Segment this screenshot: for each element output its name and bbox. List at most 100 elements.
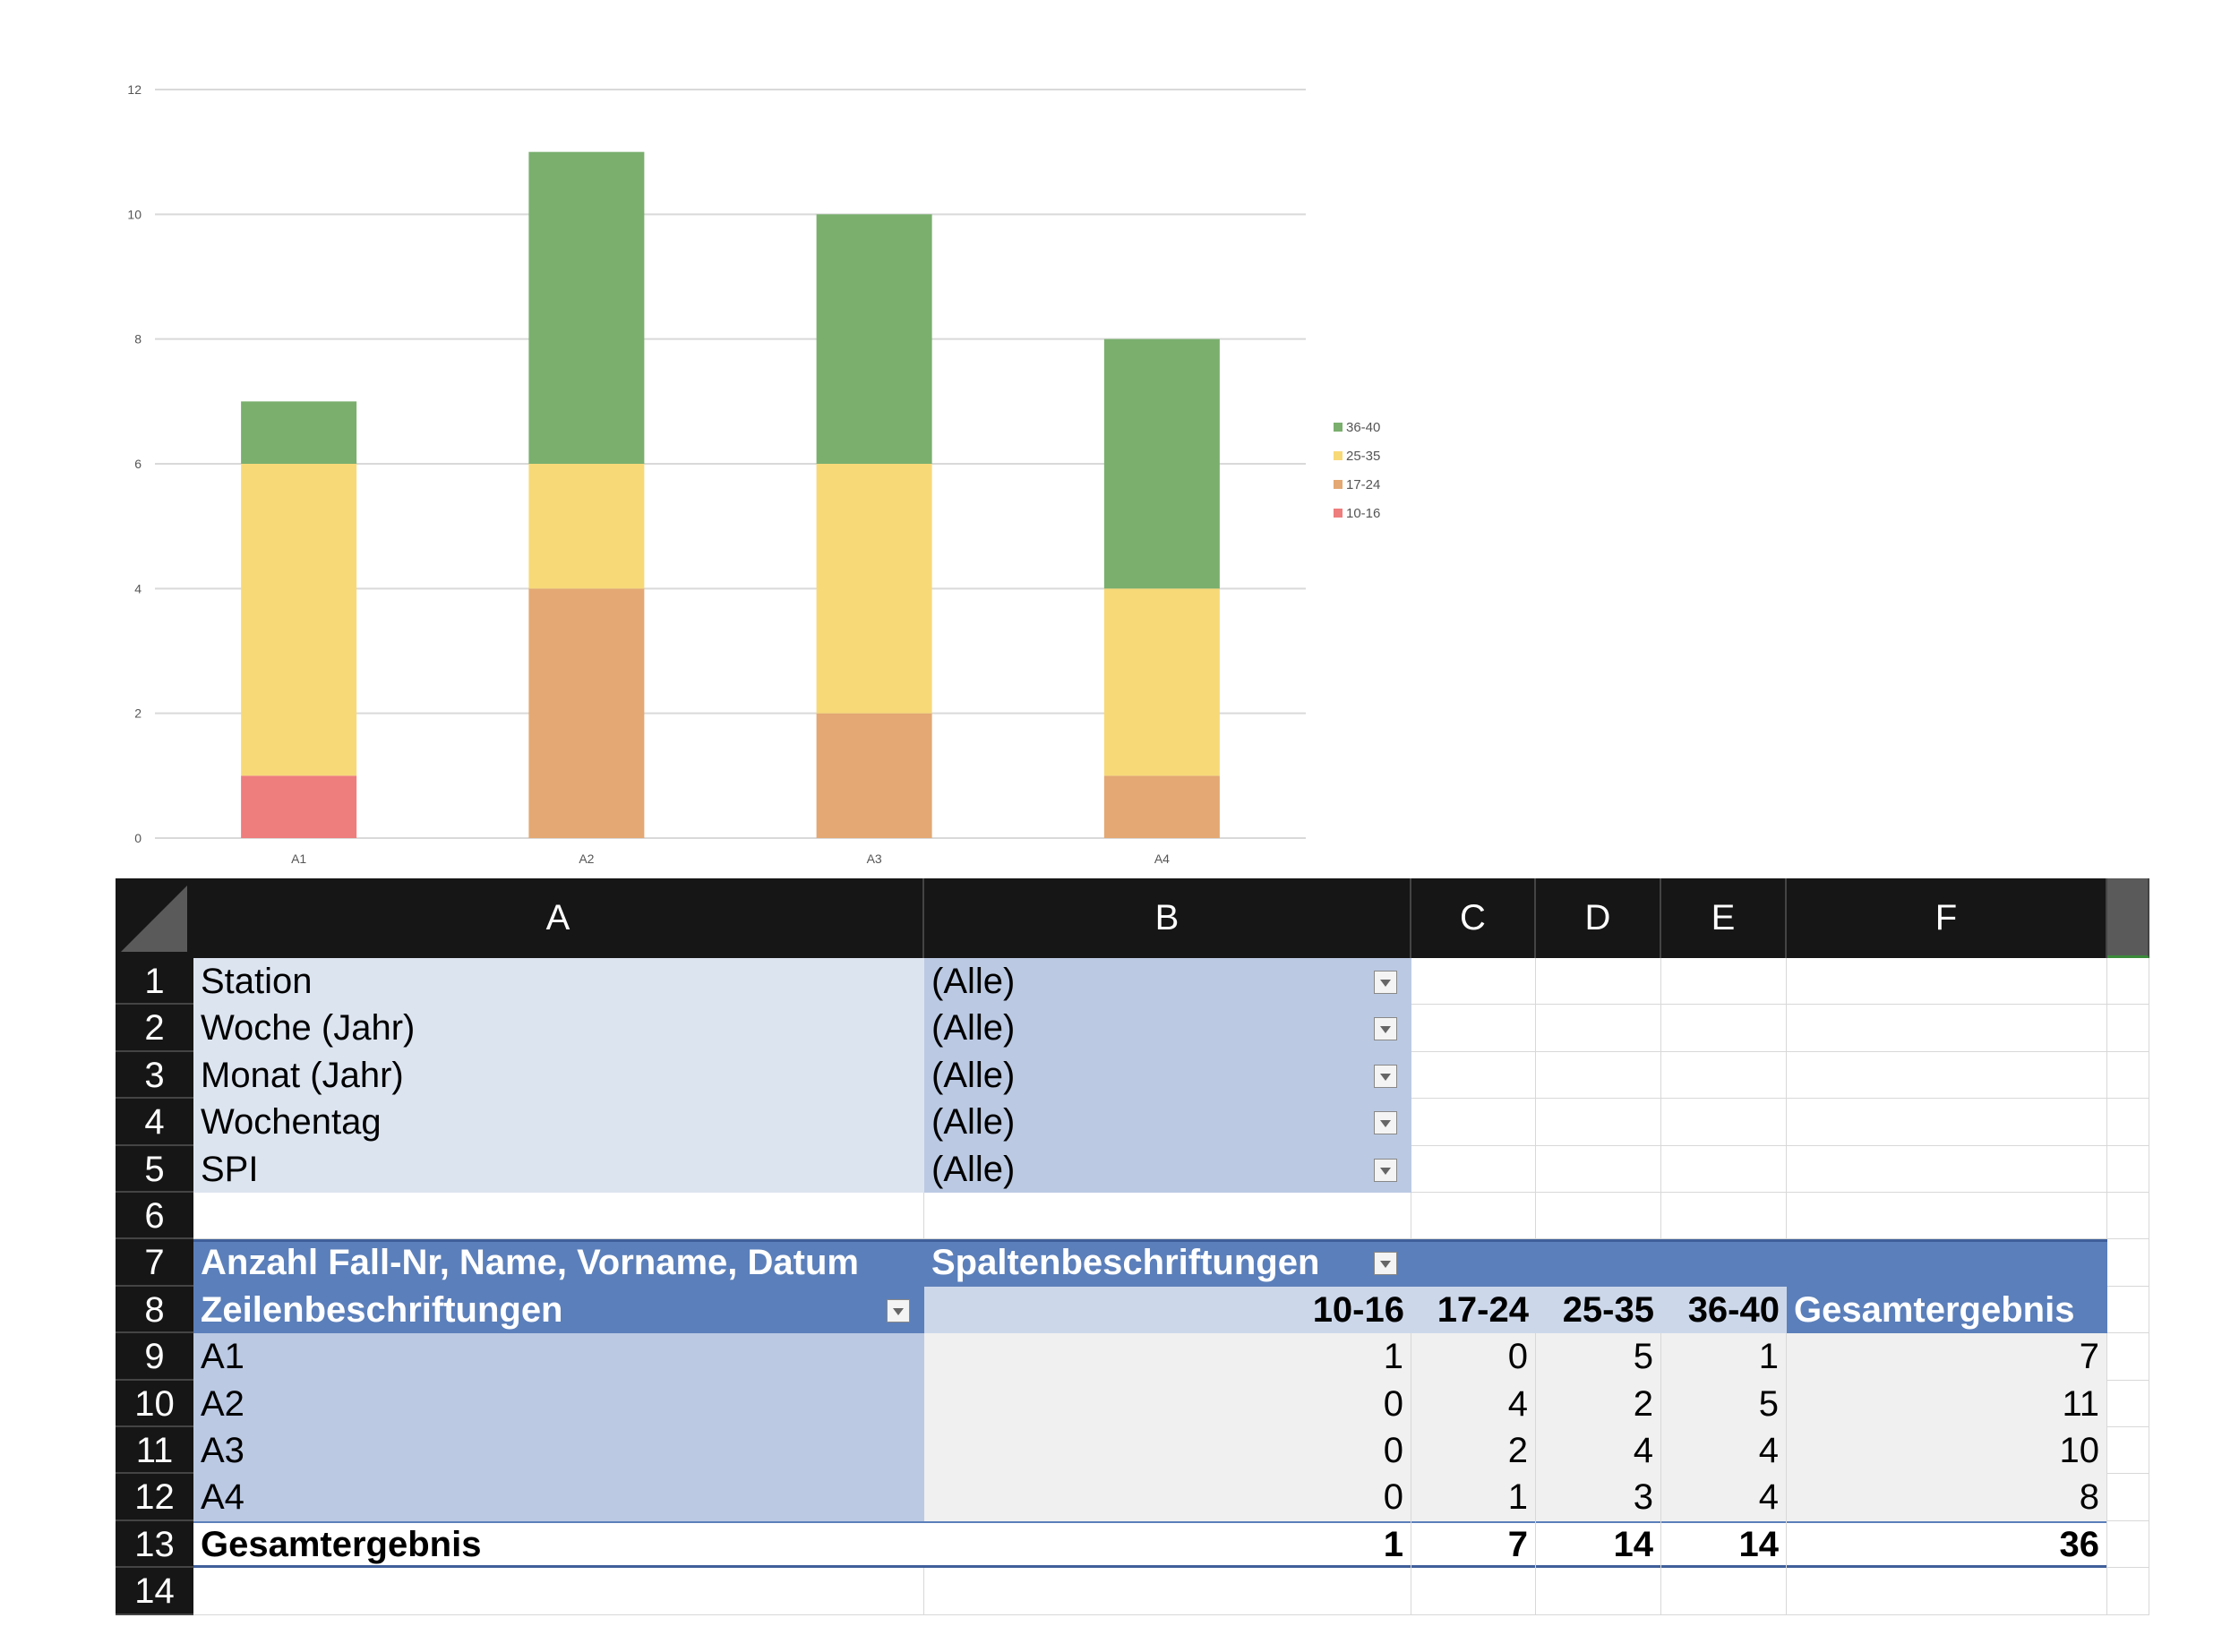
grid-cell[interactable] xyxy=(2107,1099,2149,1146)
column-header-A[interactable]: A xyxy=(193,878,924,958)
grid-cell[interactable] xyxy=(2107,1427,2149,1475)
pivot-value-cell[interactable]: 7 xyxy=(1787,1333,2107,1381)
row-header-3[interactable]: 3 xyxy=(116,1051,193,1100)
row-header-7[interactable]: 7 xyxy=(116,1239,193,1287)
pivot-value-cell[interactable]: 10 xyxy=(1787,1427,2107,1475)
grid-cell[interactable] xyxy=(1536,1568,1661,1615)
column-header-D[interactable]: D xyxy=(1536,878,1661,958)
grid-cell[interactable] xyxy=(1787,1568,2107,1615)
pivot-value-cell[interactable]: 4 xyxy=(1661,1474,1787,1521)
grid-cell[interactable] xyxy=(1661,1193,1787,1240)
pivot-value-cell[interactable]: 4 xyxy=(1411,1380,1536,1427)
grid-cell[interactable] xyxy=(924,1568,1411,1615)
row-header-8[interactable]: 8 xyxy=(116,1286,193,1334)
grid-cell[interactable] xyxy=(1661,1145,1787,1193)
grid-cell[interactable] xyxy=(2107,1474,2149,1521)
row-header-5[interactable]: 5 xyxy=(116,1145,193,1193)
grid-cell[interactable] xyxy=(2107,1239,2149,1287)
grid-cell[interactable] xyxy=(1411,1568,1536,1615)
grand-total-cell[interactable]: 1 xyxy=(924,1520,1411,1569)
filter-dropdown-button[interactable] xyxy=(1374,1158,1397,1182)
grid-cell[interactable] xyxy=(1787,1193,2107,1240)
grid-cell[interactable] xyxy=(1411,1005,1536,1052)
pivot-value-cell[interactable]: 0 xyxy=(924,1380,1411,1427)
grid-cell[interactable] xyxy=(2107,1193,2149,1240)
pivot-value-cell[interactable]: 1 xyxy=(1661,1333,1787,1381)
grid-cell[interactable] xyxy=(1787,1005,2107,1052)
pivot-value-cell[interactable]: 1 xyxy=(924,1333,1411,1381)
grid-cell[interactable] xyxy=(1411,1193,1536,1240)
grid-cell[interactable] xyxy=(1787,1099,2107,1146)
pivot-value-cell[interactable]: 0 xyxy=(924,1427,1411,1475)
pivot-value-cell[interactable]: 5 xyxy=(1536,1333,1661,1381)
filter-value[interactable]: (Alle) xyxy=(931,1102,1016,1143)
grid-cell[interactable] xyxy=(1661,1005,1787,1052)
row-header-1[interactable]: 1 xyxy=(116,958,193,1006)
row-header-14[interactable]: 14 xyxy=(116,1568,193,1615)
column-header-B[interactable]: B xyxy=(924,878,1411,958)
grid-cell[interactable] xyxy=(1411,1051,1536,1100)
grid-cell[interactable] xyxy=(1661,958,1787,1006)
row-header-4[interactable]: 4 xyxy=(116,1099,193,1146)
select-all-corner[interactable] xyxy=(116,878,193,958)
grid-cell[interactable] xyxy=(1661,1568,1787,1615)
grand-total-cell[interactable]: 36 xyxy=(1787,1520,2107,1569)
grid-cell[interactable] xyxy=(924,1193,1411,1240)
grid-cell[interactable] xyxy=(1661,1099,1787,1146)
filter-value[interactable]: (Alle) xyxy=(931,962,1016,1001)
row-header-10[interactable]: 10 xyxy=(116,1380,193,1427)
grid-cell[interactable] xyxy=(1536,1099,1661,1146)
grid-cell[interactable] xyxy=(193,1568,924,1615)
column-label-dropdown-button[interactable] xyxy=(1374,1252,1397,1276)
pivot-value-cell[interactable]: 0 xyxy=(924,1474,1411,1521)
grid-cell[interactable] xyxy=(2107,1333,2149,1381)
pivot-value-cell[interactable]: 2 xyxy=(1536,1380,1661,1427)
filter-dropdown-button[interactable] xyxy=(1374,1017,1397,1041)
grand-total-cell[interactable]: 14 xyxy=(1661,1520,1787,1569)
column-header-partial[interactable] xyxy=(2107,878,2149,958)
grid-cell[interactable] xyxy=(1411,958,1536,1006)
grid-cell[interactable] xyxy=(2107,958,2149,1006)
row-label-dropdown-button[interactable] xyxy=(887,1298,910,1322)
row-header-6[interactable]: 6 xyxy=(116,1193,193,1240)
pivot-value-cell[interactable]: 8 xyxy=(1787,1474,2107,1521)
pivot-value-cell[interactable]: 4 xyxy=(1661,1427,1787,1475)
pivot-value-cell[interactable]: 5 xyxy=(1661,1380,1787,1427)
grid-cell[interactable] xyxy=(2107,1005,2149,1052)
grid-cell[interactable] xyxy=(1411,1099,1536,1146)
pivot-value-cell[interactable]: 11 xyxy=(1787,1380,2107,1427)
filter-value[interactable]: (Alle) xyxy=(931,1149,1016,1189)
filter-dropdown-button[interactable] xyxy=(1374,1064,1397,1088)
grid-cell[interactable] xyxy=(1787,1051,2107,1100)
row-header-13[interactable]: 13 xyxy=(116,1520,193,1569)
column-header-E[interactable]: E xyxy=(1661,878,1787,958)
row-header-12[interactable]: 12 xyxy=(116,1474,193,1521)
grid-cell[interactable] xyxy=(2107,1568,2149,1615)
grid-cell[interactable] xyxy=(1536,1051,1661,1100)
grid-cell[interactable] xyxy=(1411,1145,1536,1193)
row-header-9[interactable]: 9 xyxy=(116,1333,193,1381)
pivot-value-cell[interactable]: 1 xyxy=(1411,1474,1536,1521)
pivot-value-cell[interactable]: 2 xyxy=(1411,1427,1536,1475)
grand-total-cell[interactable]: 7 xyxy=(1411,1520,1536,1569)
filter-dropdown-button[interactable] xyxy=(1374,971,1397,994)
grid-cell[interactable] xyxy=(2107,1286,2149,1334)
grid-cell[interactable] xyxy=(193,1193,924,1240)
grid-cell[interactable] xyxy=(1536,1193,1661,1240)
grid-cell[interactable] xyxy=(1787,1145,2107,1193)
column-header-F[interactable]: F xyxy=(1787,878,2107,958)
grid-cell[interactable] xyxy=(1536,1145,1661,1193)
grid-cell[interactable] xyxy=(2107,1520,2149,1569)
filter-value[interactable]: (Alle) xyxy=(931,1008,1016,1049)
pivot-value-cell[interactable]: 0 xyxy=(1411,1333,1536,1381)
row-header-11[interactable]: 11 xyxy=(116,1427,193,1475)
pivot-value-cell[interactable]: 4 xyxy=(1536,1427,1661,1475)
row-header-2[interactable]: 2 xyxy=(116,1005,193,1052)
grid-cell[interactable] xyxy=(1536,958,1661,1006)
grid-cell[interactable] xyxy=(2107,1051,2149,1100)
filter-dropdown-button[interactable] xyxy=(1374,1111,1397,1135)
grid-cell[interactable] xyxy=(1787,958,2107,1006)
grid-cell[interactable] xyxy=(1536,1005,1661,1052)
column-header-C[interactable]: C xyxy=(1411,878,1536,958)
grand-total-cell[interactable]: 14 xyxy=(1536,1520,1661,1569)
